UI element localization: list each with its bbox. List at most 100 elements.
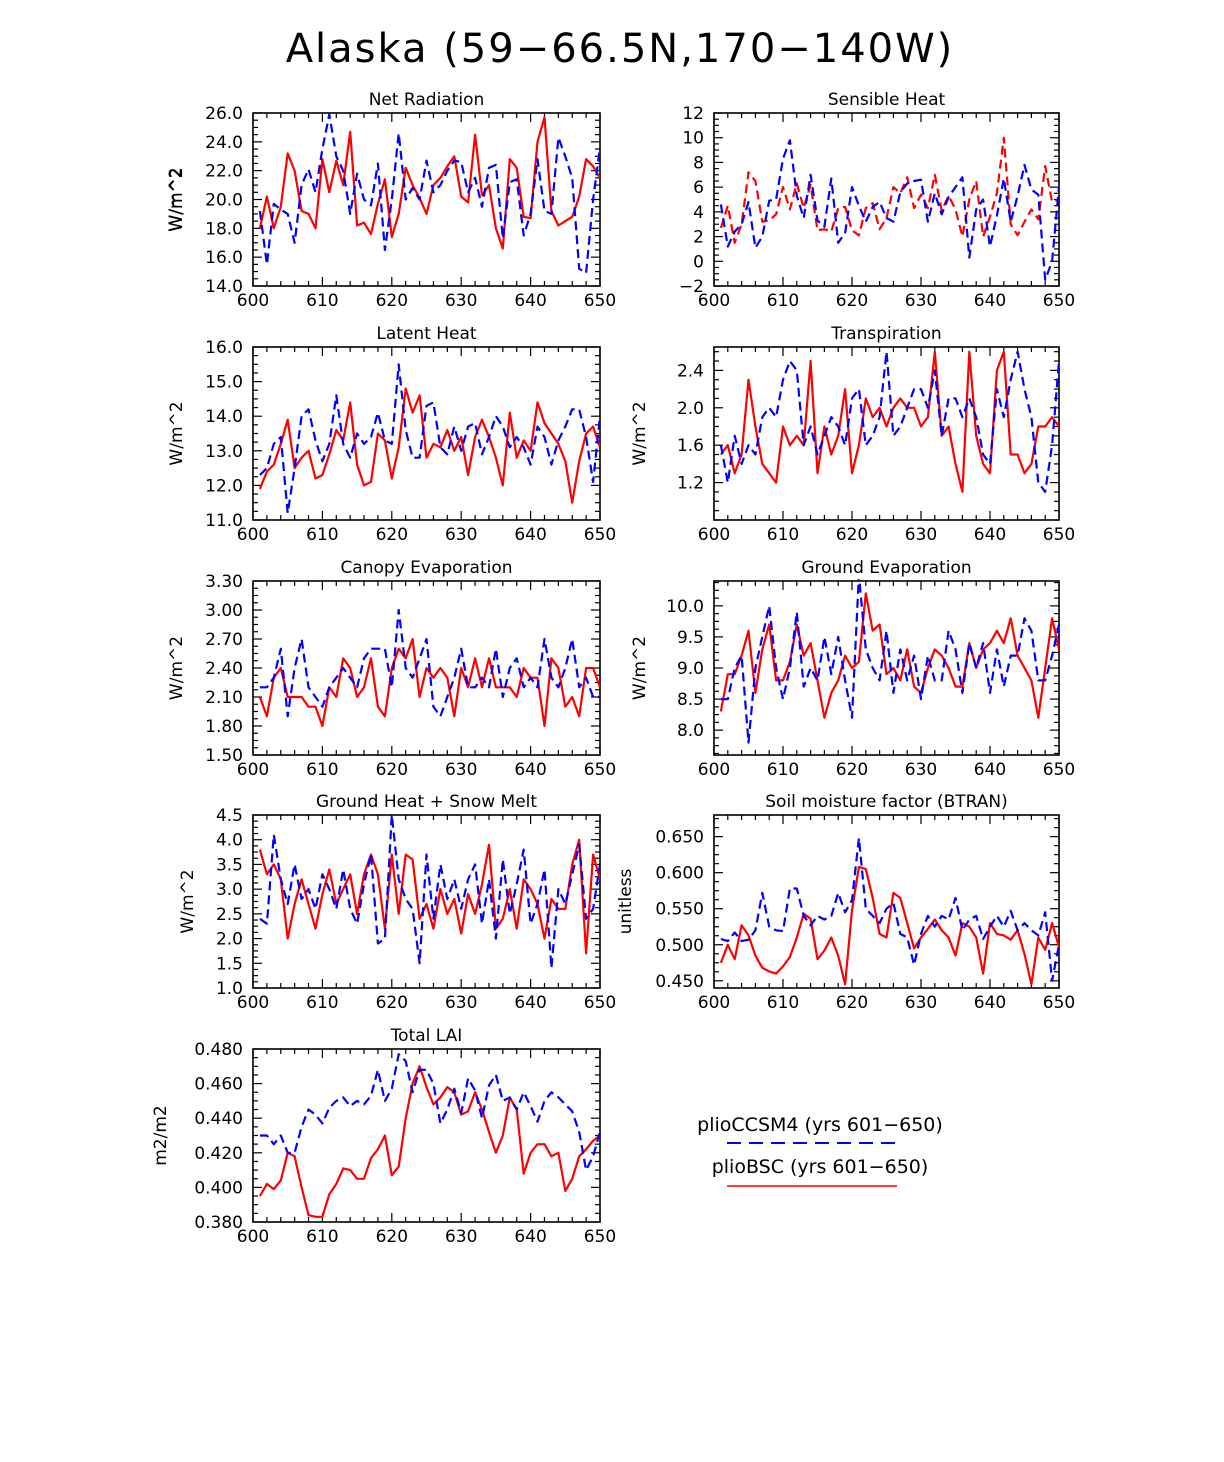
- panel-title: Sensible Heat: [828, 90, 946, 110]
- legend-label-ccsm4: plioCCSM4 (yrs 601−650): [697, 1114, 943, 1136]
- y-axis-label: W/m^2: [167, 167, 187, 231]
- series-line-pliocccsm4: [719, 350, 1059, 493]
- y-tick-label: 0.400: [194, 1178, 243, 1198]
- y-tick-label: 10.0: [666, 597, 704, 617]
- x-tick-label: 650: [1043, 291, 1075, 311]
- x-tick-label: 650: [1043, 760, 1075, 780]
- y-tick-label: 0.650: [655, 828, 704, 848]
- y-tick-label: 0.480: [194, 1040, 243, 1060]
- x-tick-label: 620: [836, 525, 868, 545]
- y-tick-label: 2.5: [216, 905, 243, 925]
- x-tick-label: 600: [698, 760, 730, 780]
- y-tick-label: 2.70: [205, 630, 243, 650]
- y-tick-label: 1.0: [216, 979, 243, 999]
- series-line-pliocccsm4: [259, 608, 600, 718]
- y-tick-label: 1.80: [205, 717, 243, 737]
- x-tick-label: 620: [376, 291, 408, 311]
- y-axis-label: W/m^2: [630, 401, 650, 465]
- panels: Net Radiation W/m^2 600 610 620 630 640 650 14.0…: [151, 90, 1075, 1247]
- x-tick-label: 630: [445, 291, 477, 311]
- x-tick-label: 620: [376, 525, 408, 545]
- y-tick-label: 8.5: [677, 690, 704, 710]
- plot-frame: [713, 814, 1060, 989]
- x-tick-label: 610: [767, 291, 799, 311]
- x-tick-label: 630: [905, 291, 937, 311]
- y-tick-label: 2: [693, 228, 704, 248]
- y-axis-label: m2/m2: [151, 1105, 171, 1165]
- y-tick-label: 16.0: [205, 338, 243, 358]
- y-tick-label: 0.420: [194, 1144, 243, 1164]
- panel-9: Total LAI m2/m2 600 610 620 630 640 650 0.380 0.4…: [151, 1026, 616, 1247]
- y-tick-label: 12.0: [205, 476, 243, 496]
- y-tick-label: 0.440: [194, 1109, 243, 1129]
- x-tick-label: 610: [306, 291, 338, 311]
- series-line-pliocccsm4: [259, 1053, 600, 1172]
- x-tick-label: 600: [237, 993, 269, 1013]
- panel-8: Soil moisture factor (BTRAN) unitless 600 6…: [616, 792, 1075, 1013]
- x-tick-label: 640: [514, 525, 546, 545]
- x-tick-label: 600: [698, 993, 730, 1013]
- series-line-pliocccsm4: [720, 579, 1059, 744]
- x-tick-label: 630: [445, 993, 477, 1013]
- y-tick-label: 1.2: [677, 474, 704, 494]
- x-tick-label: 630: [905, 993, 937, 1013]
- x-tick-label: 630: [445, 760, 477, 780]
- panel-title: Transpiration: [830, 324, 941, 344]
- y-tick-label: 15.0: [205, 373, 243, 393]
- x-tick-label: 620: [836, 291, 868, 311]
- plot-frame: [713, 346, 1060, 521]
- series-line-pliobsc: [258, 838, 600, 955]
- x-tick-label: 610: [767, 760, 799, 780]
- x-tick-label: 620: [376, 760, 408, 780]
- y-tick-label: 0.460: [194, 1075, 243, 1095]
- x-tick-label: 600: [237, 1227, 269, 1247]
- x-tick-label: 640: [514, 291, 546, 311]
- x-tick-label: 650: [584, 760, 616, 780]
- y-tick-label: 4.0: [216, 831, 243, 851]
- y-tick-label: 2.40: [205, 659, 243, 679]
- y-tick-label: 1.5: [216, 954, 243, 974]
- x-tick-label: 640: [514, 1227, 546, 1247]
- panel-title: Total LAI: [390, 1026, 463, 1046]
- y-tick-label: 0.380: [194, 1213, 243, 1233]
- y-tick-label: 2.10: [205, 688, 243, 708]
- y-tick-label: 26.0: [205, 104, 243, 124]
- figure-title: Alaska (59−66.5N,170−140W): [286, 26, 955, 72]
- series-line-pliocccsm4: [719, 139, 1059, 281]
- series-line-pliobsc: [720, 350, 1059, 493]
- y-tick-label: 1.6: [677, 436, 704, 456]
- panel-title: Ground Heat + Snow Melt: [316, 792, 537, 812]
- series-line-pliobsc: [719, 865, 1059, 986]
- panel-title: Net Radiation: [369, 90, 485, 110]
- x-tick-label: 620: [836, 993, 868, 1013]
- x-tick-label: 640: [974, 291, 1006, 311]
- panel-title: Ground Evaporation: [801, 558, 971, 578]
- y-axis-label: W/m^2: [167, 636, 187, 700]
- y-tick-label: 3.0: [216, 880, 243, 900]
- y-tick-label: 0: [693, 252, 704, 272]
- y-tick-label: 11.0: [205, 511, 243, 531]
- y-tick-label: 13.0: [205, 442, 243, 462]
- x-tick-label: 600: [698, 525, 730, 545]
- y-tick-label: 20.0: [205, 191, 243, 211]
- y-tick-label: 14.0: [205, 277, 243, 297]
- x-tick-label: 650: [584, 525, 616, 545]
- x-tick-label: 630: [905, 525, 937, 545]
- y-tick-label: 9.0: [677, 659, 704, 679]
- y-tick-label: 22.0: [205, 162, 243, 182]
- x-tick-label: 630: [445, 1227, 477, 1247]
- y-tick-label: 10: [682, 129, 704, 149]
- y-tick-label: −2: [679, 277, 704, 297]
- x-tick-label: 600: [237, 525, 269, 545]
- x-tick-label: 640: [514, 760, 546, 780]
- series-line-pliocccsm4: [258, 113, 600, 275]
- y-tick-label: 0.550: [655, 900, 704, 920]
- x-tick-label: 640: [974, 993, 1006, 1013]
- y-tick-label: 3.30: [205, 572, 243, 592]
- legend-label-bsc: plioBSC (yrs 601−650): [712, 1156, 929, 1178]
- y-tick-label: 4: [693, 203, 704, 223]
- panel-6: Ground Evaporation W/m^2 600 610 620 630 640 65…: [630, 558, 1075, 780]
